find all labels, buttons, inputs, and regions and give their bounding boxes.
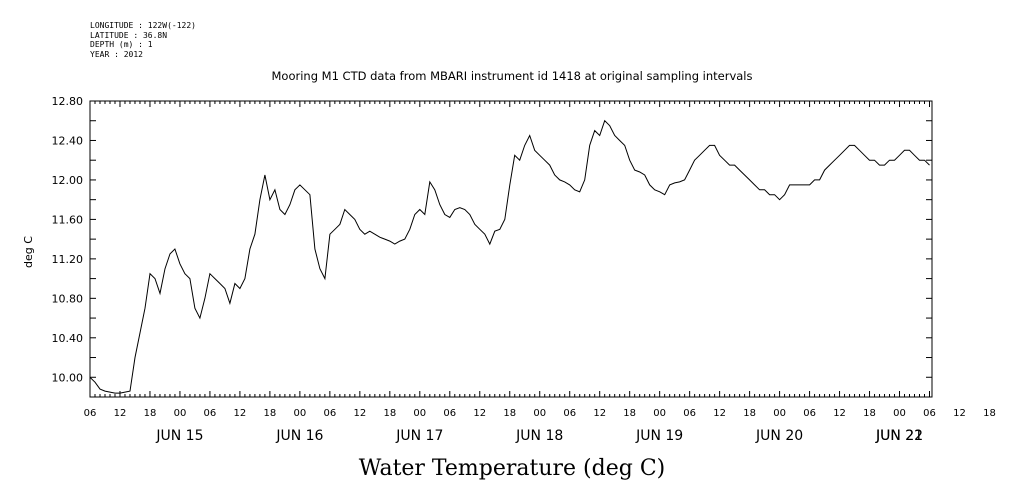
y-tick-label: 10.40 (52, 332, 84, 345)
x-axis-title: Water Temperature (deg C) (359, 456, 666, 481)
y-tick-label: 10.80 (52, 292, 84, 305)
y-tick-label: 12.00 (52, 174, 84, 187)
x-day-label: JUN 19 (635, 428, 683, 444)
x-hour-label: 18 (623, 408, 636, 419)
x-hour-label: 06 (803, 408, 816, 419)
x-hour-label: 00 (294, 408, 307, 419)
x-hour-label: 12 (114, 408, 127, 419)
x-hour-label: 18 (863, 408, 876, 419)
metadata-latitude: LATITUDE : 36.8N (90, 30, 168, 40)
x-hour-label: 18 (503, 408, 516, 419)
x-hour-label: 00 (533, 408, 546, 419)
axis-ticks (89, 100, 932, 398)
x-hour-label: 06 (443, 408, 456, 419)
x-hour-label: 06 (323, 408, 336, 419)
x-day-label: JUN 17 (395, 428, 443, 444)
x-hour-label: 18 (983, 408, 996, 419)
water-temperature-line (89, 119, 930, 394)
x-hour-label: 06 (683, 408, 696, 419)
x-hour-label: 00 (773, 408, 786, 419)
x-hour-label: 06 (563, 408, 576, 419)
x-hour-label: 12 (234, 408, 247, 419)
x-day-label: JUN 20 (755, 428, 803, 444)
metadata-longitude: LONGITUDE : 122W(-122) (90, 21, 196, 30)
y-tick-label: 10.00 (52, 371, 84, 384)
x-hour-label: 06 (204, 408, 217, 419)
x-day-label: JUN 21 (875, 428, 923, 444)
x-hour-label: 00 (893, 408, 906, 419)
metadata-year: YEAR : 2012 (90, 49, 143, 59)
x-hour-label: 18 (144, 408, 157, 419)
plot-frame (89, 100, 933, 398)
x-hour-label: 18 (383, 408, 396, 419)
x-day-label: JUN 22 (875, 428, 923, 444)
x-hour-label: 00 (413, 408, 426, 419)
x-hour-label: 18 (743, 408, 756, 419)
x-hour-label: 06 (84, 408, 97, 419)
x-hour-label: 12 (953, 408, 966, 419)
y-tick-label: 11.20 (52, 253, 84, 266)
x-tick-labels: 06 12 18 00 06 12 18 00 06 12 18 00 06 12 18 00 06 12 18 00… (84, 408, 996, 444)
x-hour-label: 06 (923, 408, 936, 419)
y-tick-label: 12.80 (52, 95, 84, 108)
y-tick-label: 12.40 (52, 134, 84, 147)
x-day-label: JUN 15 (155, 428, 203, 444)
x-hour-label: 12 (713, 408, 726, 419)
chart-title: Mooring M1 CTD data from MBARI instrumen… (272, 69, 753, 83)
metadata-block: LONGITUDE : 122W(-122) LATITUDE : 36.8N … (90, 21, 196, 59)
x-day-label: JUN 18 (515, 428, 563, 444)
x-hour-label: 12 (593, 408, 606, 419)
x-hour-label: 18 (264, 408, 277, 419)
y-tick-labels: 12.80 12.40 12.00 11.60 11.20 10.80 10.40 10.00 (52, 95, 84, 384)
x-hour-label: 00 (174, 408, 187, 419)
x-hour-label: 00 (653, 408, 666, 419)
y-axis-label: deg C (22, 236, 35, 268)
y-tick-label: 11.60 (52, 213, 84, 226)
x-hour-label: 12 (473, 408, 486, 419)
x-hour-label: 12 (353, 408, 366, 419)
x-day-label: JUN 16 (275, 428, 323, 444)
metadata-depth: DEPTH (m) : 1 (90, 40, 153, 49)
x-hour-label: 12 (833, 408, 846, 419)
